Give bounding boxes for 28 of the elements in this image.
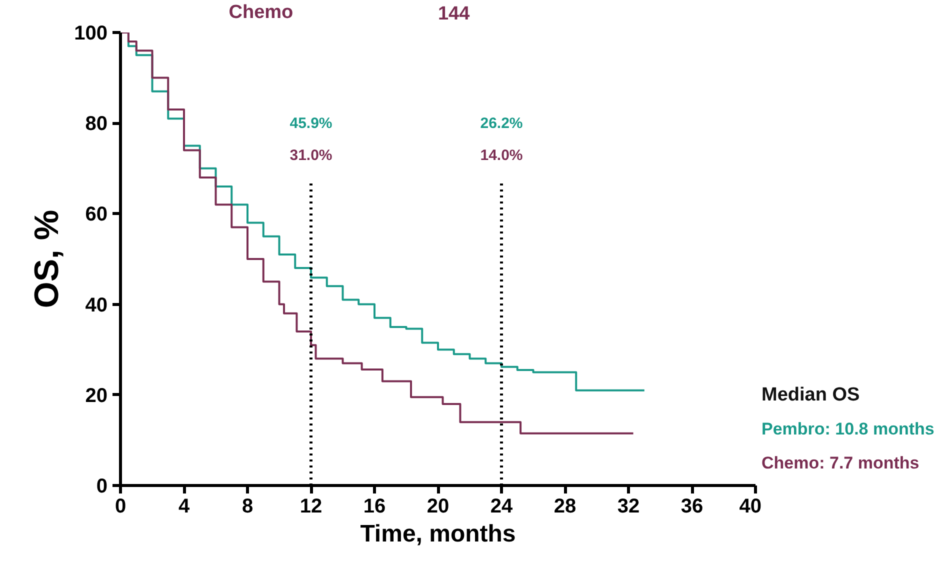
y-tick-label: 40: [85, 294, 108, 316]
y-tick-label: 0: [96, 476, 108, 498]
x-tick-label: 4: [178, 496, 190, 518]
x-tick-label: 20: [426, 496, 450, 518]
x-tick-label: 12: [300, 496, 322, 518]
text: Chemo: [228, 2, 294, 24]
x-tick-label: 32: [617, 496, 640, 518]
x-tick-label: 8: [242, 496, 254, 518]
text: Chemo: 7.7 months: [762, 453, 920, 472]
y-tick-label: 80: [85, 113, 108, 136]
y-tick-label: 20: [85, 384, 108, 407]
y-tick-label: 100: [74, 22, 108, 44]
annotation: 26.2%: [480, 115, 523, 132]
x-tick-label: 0: [114, 496, 126, 518]
x-tick-label: 40: [739, 496, 762, 518]
x-axis-title: Time, months: [360, 520, 516, 548]
legend-title: Median OS: [762, 384, 860, 406]
x-tick-label: 16: [363, 496, 386, 518]
text: 144: [438, 4, 470, 25]
x-tick-label: 36: [680, 496, 704, 518]
x-tick-label: 24: [490, 496, 514, 518]
y-axis-title: OS, %: [28, 210, 66, 308]
y-tick-label: 60: [85, 204, 108, 226]
text: Pembro: 10.8 months: [762, 419, 934, 438]
annotation: 31.0%: [290, 146, 332, 164]
annotation: 45.9%: [290, 115, 332, 132]
annotation: 14.0%: [480, 146, 523, 164]
x-tick-label: 28: [554, 496, 576, 518]
